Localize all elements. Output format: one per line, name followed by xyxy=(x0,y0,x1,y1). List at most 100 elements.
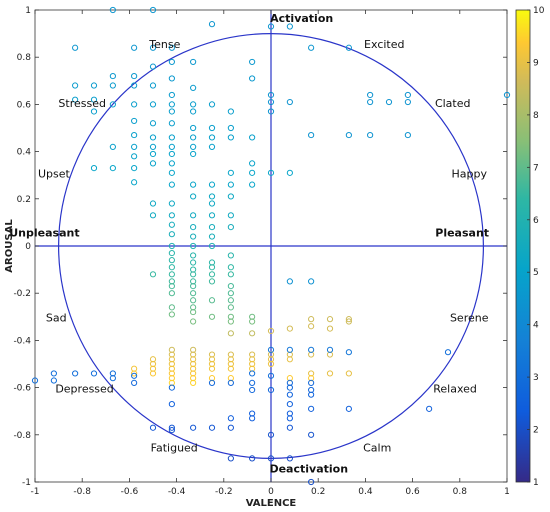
data-point xyxy=(131,82,138,89)
y-tick-label: -0.8 xyxy=(13,431,31,441)
data-point xyxy=(227,252,234,259)
x-axis-title: VALENCE xyxy=(246,498,297,509)
annotation-label: Deactivation xyxy=(269,463,348,476)
data-point xyxy=(190,193,197,200)
y-tick-label: 0 xyxy=(25,242,31,252)
data-point xyxy=(308,405,315,412)
data-point xyxy=(149,6,157,14)
data-point xyxy=(367,131,374,139)
data-point xyxy=(149,101,157,108)
data-point xyxy=(267,23,275,30)
annotation-label: Unpleasant xyxy=(9,227,79,240)
data-point xyxy=(109,165,116,172)
data-point xyxy=(286,356,293,363)
data-point xyxy=(190,242,197,250)
data-point xyxy=(208,101,216,108)
data-point xyxy=(168,120,175,127)
annotation-label: Stressed xyxy=(58,97,106,110)
data-point xyxy=(308,278,315,285)
data-point xyxy=(208,365,216,372)
data-point xyxy=(345,316,352,323)
annotation-label: Sad xyxy=(46,312,67,325)
x-axis-ticks: -1 -0.8 -0.6 -0.4 -0.2 0 0.2 0.4 0.6 0.8 1 xyxy=(31,10,510,497)
data-point xyxy=(249,379,256,386)
data-point xyxy=(131,179,138,186)
data-point xyxy=(208,271,216,278)
colorbar-tick-label: 5 xyxy=(533,268,539,278)
y-tick-label: 0.6 xyxy=(17,100,32,110)
data-point xyxy=(190,252,197,259)
data-point xyxy=(208,278,216,285)
data-point xyxy=(168,91,175,99)
data-point xyxy=(367,98,374,106)
data-point xyxy=(249,181,256,188)
data-point xyxy=(208,313,216,320)
data-point xyxy=(190,233,197,240)
y-tick-label: 0.4 xyxy=(17,148,32,158)
data-point xyxy=(208,143,216,150)
data-point xyxy=(190,271,197,278)
data-point xyxy=(227,318,234,325)
data-point xyxy=(286,384,293,391)
data-point xyxy=(227,169,234,176)
data-point xyxy=(267,91,275,99)
colorbar-tick-label: 2 xyxy=(533,426,539,436)
data-point xyxy=(385,98,393,106)
data-point xyxy=(308,478,315,486)
colorbar-tick-label: 7 xyxy=(533,163,539,173)
colorbar-tick-label: 6 xyxy=(533,216,539,226)
colorbar-tick-label: 3 xyxy=(533,373,539,383)
colorbar-tick-label: 10 xyxy=(533,6,545,16)
data-point xyxy=(308,391,315,398)
y-tick-label: 1 xyxy=(25,6,31,16)
data-point xyxy=(168,257,175,264)
data-point xyxy=(227,365,234,372)
data-point xyxy=(208,242,216,250)
annotation-label: Excited xyxy=(364,38,404,51)
data-point xyxy=(345,349,352,356)
colorbar-tick-label: 9 xyxy=(533,58,539,68)
data-point xyxy=(267,360,275,368)
data-point xyxy=(90,108,98,115)
data-point xyxy=(168,200,175,207)
data-point xyxy=(50,377,57,384)
data-point xyxy=(227,379,234,386)
data-point xyxy=(208,224,216,231)
data-point xyxy=(131,165,138,172)
data-point xyxy=(208,212,216,219)
data-point xyxy=(149,271,157,278)
data-point xyxy=(168,242,175,250)
data-point xyxy=(249,370,256,377)
data-point xyxy=(109,82,116,89)
data-point xyxy=(227,424,234,431)
x-tick-label: -0.2 xyxy=(215,487,233,497)
data-point xyxy=(190,143,197,150)
annotation-label: Serene xyxy=(450,312,489,325)
data-point xyxy=(168,424,175,431)
data-point xyxy=(345,370,352,377)
data-point xyxy=(227,455,234,462)
data-point xyxy=(190,124,197,132)
data-point xyxy=(149,212,157,219)
data-point xyxy=(267,386,275,394)
data-point xyxy=(345,131,352,139)
data-point xyxy=(31,377,39,384)
x-tick-label: -0.6 xyxy=(121,487,139,497)
data-point xyxy=(50,370,57,377)
data-point xyxy=(227,304,234,311)
data-point xyxy=(190,84,197,91)
data-point xyxy=(131,72,138,80)
data-point xyxy=(249,386,256,394)
data-point xyxy=(308,346,315,353)
data-point xyxy=(149,370,157,377)
data-point xyxy=(149,200,157,207)
data-point xyxy=(308,44,315,51)
annotation-label: Fatigued xyxy=(151,441,198,454)
data-point xyxy=(286,424,293,431)
data-point xyxy=(109,101,116,108)
data-point xyxy=(168,304,175,311)
data-point xyxy=(90,370,98,377)
data-point xyxy=(308,323,315,330)
data-point xyxy=(286,455,293,462)
data-point xyxy=(149,150,157,158)
